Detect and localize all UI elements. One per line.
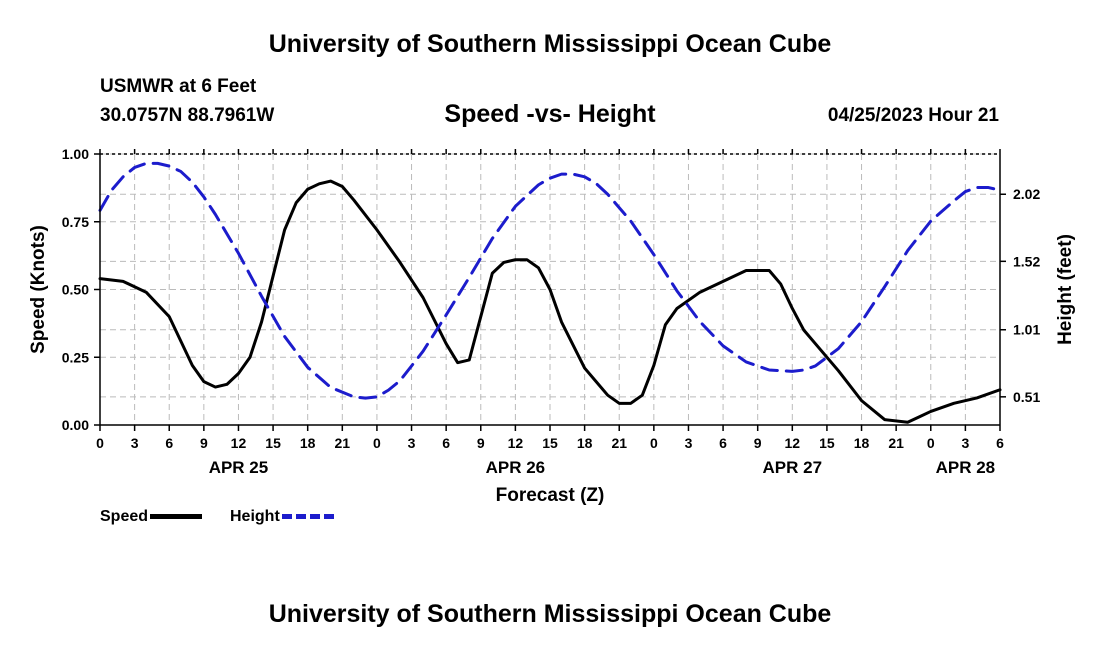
y-right-tick-label: 2.02 bbox=[1013, 186, 1040, 202]
legend-height-label: Height bbox=[230, 508, 280, 525]
x-tick-label: 9 bbox=[754, 435, 762, 451]
date-label: APR 28 bbox=[936, 458, 996, 477]
x-tick-label: 3 bbox=[961, 435, 969, 451]
x-tick-label: 3 bbox=[408, 435, 416, 451]
x-tick-label: 0 bbox=[927, 435, 935, 451]
y-tick-label: 0.00 bbox=[62, 417, 89, 433]
x-tick-label: 15 bbox=[819, 435, 835, 451]
legend-speed: Speed bbox=[100, 508, 203, 526]
x-tick-label: 0 bbox=[96, 435, 104, 451]
chart-title: University of Southern Mississippi Ocean… bbox=[268, 30, 832, 58]
x-axis-label: Forecast (Z) bbox=[496, 485, 605, 506]
y-right-tick-label: 1.01 bbox=[1013, 322, 1040, 338]
legend-height-swatch bbox=[281, 514, 334, 520]
y-tick-label: 0.25 bbox=[62, 349, 89, 365]
x-tick-label: 21 bbox=[611, 435, 627, 451]
station-label: USMWR at 6 Feet bbox=[100, 76, 257, 97]
y-tick-label: 1.00 bbox=[62, 146, 89, 162]
x-tick-label: 12 bbox=[508, 435, 524, 451]
date-label: APR 27 bbox=[763, 458, 823, 477]
x-tick-label: 0 bbox=[650, 435, 658, 451]
y-right-axis-label: Height (feet) bbox=[1055, 234, 1076, 345]
speed-series-line bbox=[98, 179, 1002, 424]
x-tick-label: 6 bbox=[719, 435, 727, 451]
x-tick-label: 9 bbox=[477, 435, 485, 451]
x-tick-label: 3 bbox=[131, 435, 139, 451]
x-tick-label: 21 bbox=[335, 435, 351, 451]
x-tick-label: 18 bbox=[577, 435, 593, 451]
x-tick-label: 9 bbox=[200, 435, 208, 451]
x-tick-label: 15 bbox=[542, 435, 558, 451]
height-series-line bbox=[98, 161, 1002, 400]
x-tick-label: 12 bbox=[785, 435, 801, 451]
y-right-tick-label: 1.52 bbox=[1013, 253, 1040, 269]
date-label: APR 26 bbox=[486, 458, 546, 477]
footer-title: University of Southern Mississippi Ocean… bbox=[268, 600, 832, 628]
x-tick-label: 21 bbox=[888, 435, 904, 451]
legend-speed-swatch bbox=[150, 514, 203, 520]
x-tick-label: 18 bbox=[854, 435, 870, 451]
x-tick-label: 3 bbox=[685, 435, 693, 451]
y-tick-label: 0.50 bbox=[62, 282, 89, 298]
y-tick-label: 0.75 bbox=[62, 214, 89, 230]
x-tick-label: 12 bbox=[231, 435, 247, 451]
x-tick-label: 18 bbox=[300, 435, 316, 451]
x-tick-label: 6 bbox=[996, 435, 1004, 451]
forecast-datetime: 04/25/2023 Hour 21 bbox=[827, 105, 999, 126]
x-tick-label: 6 bbox=[165, 435, 173, 451]
coordinates-label: 30.0757N 88.7961W bbox=[100, 105, 275, 126]
legend-speed-label: Speed bbox=[100, 508, 149, 525]
x-tick-label: 0 bbox=[373, 435, 381, 451]
y-right-tick-label: 0.51 bbox=[1013, 389, 1040, 405]
chart-subtitle: Speed -vs- Height bbox=[444, 100, 656, 128]
y-axis-label: Speed (Knots) bbox=[28, 225, 49, 354]
legend-height: Height bbox=[230, 508, 334, 526]
x-tick-label: 6 bbox=[442, 435, 450, 451]
date-label: APR 25 bbox=[209, 458, 269, 477]
x-tick-label: 15 bbox=[265, 435, 281, 451]
